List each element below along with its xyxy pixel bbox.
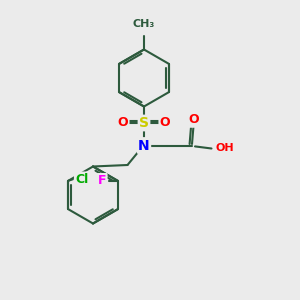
Text: F: F: [98, 174, 106, 187]
Text: S: S: [139, 116, 149, 130]
Text: O: O: [118, 116, 128, 130]
Text: CH₃: CH₃: [133, 20, 155, 29]
Text: N: N: [138, 139, 150, 152]
Text: O: O: [188, 113, 199, 127]
Text: OH: OH: [216, 143, 235, 154]
Text: Cl: Cl: [75, 173, 88, 186]
Text: O: O: [160, 116, 170, 130]
